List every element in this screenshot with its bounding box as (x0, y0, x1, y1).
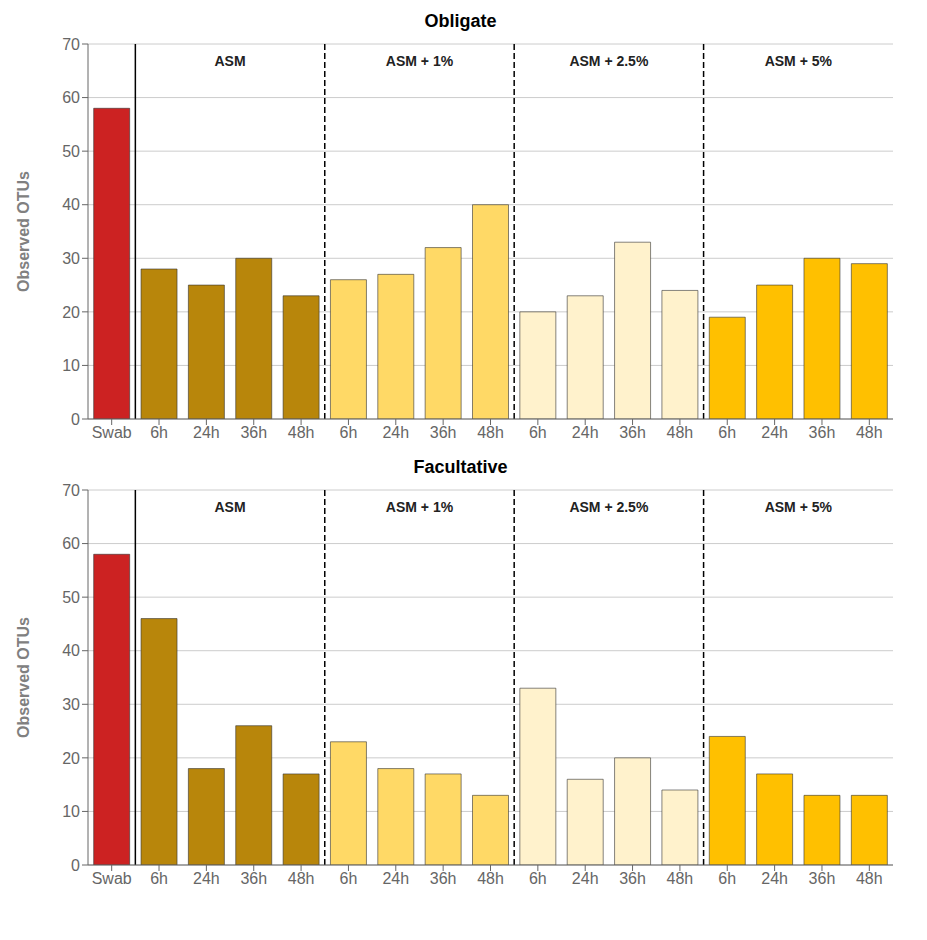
svg-text:ASM: ASM (214, 499, 245, 515)
svg-text:24h: 24h (572, 870, 599, 887)
svg-text:0: 0 (71, 411, 80, 428)
svg-text:20: 20 (62, 750, 80, 767)
svg-text:36h: 36h (240, 424, 267, 441)
svg-text:48h: 48h (288, 870, 315, 887)
svg-text:0: 0 (71, 857, 80, 874)
svg-text:24h: 24h (193, 424, 220, 441)
svg-text:36h: 36h (809, 424, 836, 441)
svg-text:20: 20 (62, 304, 80, 321)
svg-text:60: 60 (62, 89, 80, 106)
svg-text:30: 30 (62, 250, 80, 267)
svg-text:6h: 6h (340, 424, 358, 441)
html-text:Obligate: Obligate (424, 11, 497, 31)
svg-text:24h: 24h (193, 870, 220, 887)
svg-text:70: 70 (62, 36, 80, 53)
svg-text:48h: 48h (667, 870, 694, 887)
svg-text:48h: 48h (477, 424, 504, 441)
svg-text:36h: 36h (430, 424, 457, 441)
svg-text:6h: 6h (529, 424, 547, 441)
svg-text:36h: 36h (809, 870, 836, 887)
svg-text:24h: 24h (761, 870, 788, 887)
svg-text:ASM + 5%: ASM + 5% (765, 499, 833, 515)
svg-text:6h: 6h (718, 870, 736, 887)
svg-text:ASM + 2.5%: ASM + 2.5% (569, 499, 649, 515)
svg-text:ASM + 1%: ASM + 1% (386, 53, 454, 69)
svg-text:30: 30 (62, 696, 80, 713)
svg-text:Observed OTUs: Observed OTUs (15, 171, 32, 292)
svg-text:60: 60 (62, 535, 80, 552)
html-text:Facultative: Facultative (413, 457, 508, 477)
svg-text:6h: 6h (150, 424, 168, 441)
svg-text:24h: 24h (382, 870, 409, 887)
svg-text:36h: 36h (619, 424, 646, 441)
svg-text:36h: 36h (619, 870, 646, 887)
svg-text:48h: 48h (288, 424, 315, 441)
svg-text:ASM + 1%: ASM + 1% (386, 499, 454, 515)
svg-text:6h: 6h (150, 870, 168, 887)
svg-text:Swab: Swab (92, 424, 132, 441)
svg-text:Swab: Swab (92, 870, 132, 887)
svg-text:48h: 48h (856, 870, 883, 887)
svg-text:ASM: ASM (214, 53, 245, 69)
svg-text:36h: 36h (240, 870, 267, 887)
svg-text:48h: 48h (477, 870, 504, 887)
svg-text:24h: 24h (761, 424, 788, 441)
svg-text:6h: 6h (529, 870, 547, 887)
svg-text:48h: 48h (667, 424, 694, 441)
svg-text:ASM + 5%: ASM + 5% (765, 53, 833, 69)
svg-text:6h: 6h (340, 870, 358, 887)
svg-text:ASM + 2.5%: ASM + 2.5% (569, 53, 649, 69)
svg-text:10: 10 (62, 803, 80, 820)
svg-text:40: 40 (62, 196, 80, 213)
svg-text:6h: 6h (718, 424, 736, 441)
svg-text:24h: 24h (572, 424, 599, 441)
svg-text:50: 50 (62, 589, 80, 606)
svg-text:70: 70 (62, 482, 80, 499)
svg-text:40: 40 (62, 642, 80, 659)
svg-text:24h: 24h (382, 424, 409, 441)
svg-text:36h: 36h (430, 870, 457, 887)
svg-text:Observed OTUs: Observed OTUs (15, 617, 32, 738)
svg-text:10: 10 (62, 357, 80, 374)
svg-text:48h: 48h (856, 424, 883, 441)
svg-text:50: 50 (62, 143, 80, 160)
